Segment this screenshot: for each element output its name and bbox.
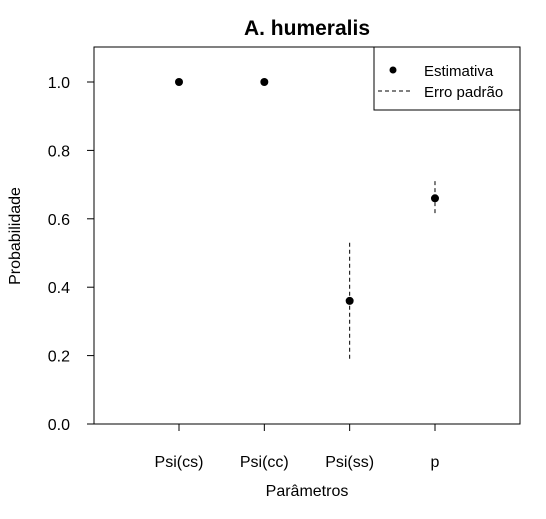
data-point <box>430 194 439 203</box>
y-axis-label: Probabilidade <box>7 187 24 285</box>
y-axis: 0.0 0.2 0.4 0.6 0.8 1.0 <box>48 75 95 434</box>
legend-estimate-marker <box>389 66 397 74</box>
data-point <box>345 296 354 305</box>
legend-error-label: Erro padrão <box>424 84 503 101</box>
y-tick-label: 1.0 <box>48 75 70 92</box>
x-tick-label: Psi(ss) <box>325 454 374 471</box>
x-tick-label: Psi(cc) <box>240 454 289 471</box>
x-axis-label: Parâmetros <box>266 483 349 500</box>
x-tick-label: Psi(cs) <box>155 454 204 471</box>
legend-estimate-label: Estimativa <box>424 63 494 80</box>
y-tick-label: 0.4 <box>48 280 70 297</box>
data-point <box>175 78 183 86</box>
y-tick-label: 0.8 <box>48 143 70 160</box>
chart-title: A. humeralis <box>244 17 370 40</box>
data-point <box>260 78 269 86</box>
legend-box <box>373 46 521 111</box>
data-marks <box>175 78 439 360</box>
x-axis: Psi(cs) Psi(cc) Psi(ss) p <box>155 423 440 471</box>
y-tick-label: 0.6 <box>48 212 70 229</box>
x-tick-label: p <box>431 454 440 471</box>
y-tick-label: 0.0 <box>48 417 70 434</box>
legend: Estimativa Erro padrão <box>373 46 521 111</box>
y-tick-label: 0.2 <box>48 349 70 366</box>
